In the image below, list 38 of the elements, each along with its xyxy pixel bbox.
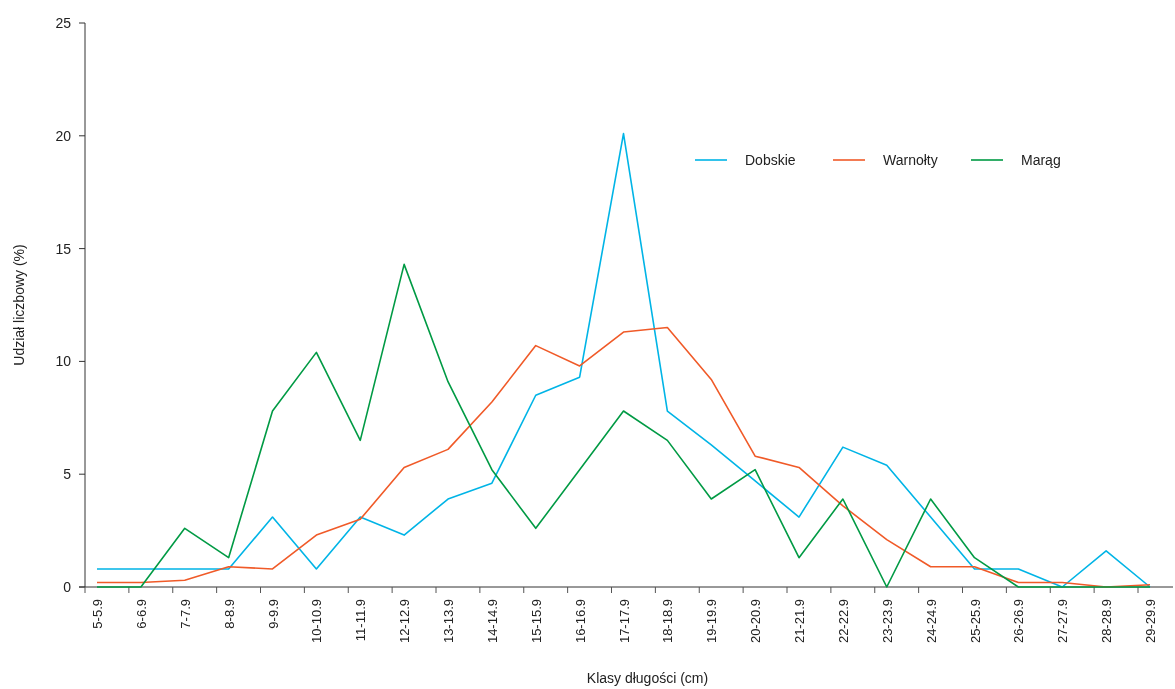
x-tick-label: 17-17.9: [616, 599, 632, 644]
x-tick-label: 27-27.9: [1055, 599, 1071, 644]
y-tick-label: 25: [55, 14, 72, 31]
y-axis-title: Udział liczbowy (%): [11, 244, 27, 366]
x-tick-label: 7-7.9: [177, 599, 193, 629]
y-tick-label: 15: [55, 240, 72, 257]
x-tick-label: 15-15.9: [528, 599, 544, 644]
y-tick-label: 5: [63, 466, 72, 483]
x-tick-label: 26-26.9: [1011, 599, 1027, 644]
x-tick-label: 16-16.9: [572, 599, 588, 644]
x-tick-label: 28-28.9: [1099, 599, 1115, 644]
x-tick-label: 10-10.9: [309, 599, 325, 644]
x-tick-label: 23-23.9: [879, 599, 895, 644]
y-tick-label: 0: [63, 578, 72, 595]
legend-label: Warnołty: [883, 151, 938, 168]
x-tick-label: 13-13.9: [441, 599, 456, 644]
x-tick-label: 14-14.9: [484, 599, 500, 644]
x-tick-label: 6-6.9: [133, 599, 149, 629]
y-tick-label: 10: [55, 353, 72, 370]
x-tick-label: 19-19.9: [704, 599, 720, 644]
legend-label: Marąg: [1021, 151, 1061, 168]
line-series: [96, 326, 1151, 588]
x-tick-label: 9-9.9: [265, 599, 281, 629]
line-series: [96, 263, 1151, 588]
x-tick-label: 25-25.9: [967, 599, 983, 644]
x-tick-label: 18-18.9: [660, 599, 676, 644]
x-tick-label: 8-8.9: [221, 599, 237, 629]
x-tick-label: 11-11.9: [353, 599, 369, 642]
x-tick-label: 24-24.9: [923, 599, 939, 644]
x-tick-label: 5-5.9: [90, 599, 105, 629]
x-axis-title: Klasy długości (cm): [586, 670, 709, 686]
y-tick-label: 20: [55, 127, 72, 144]
x-tick-label: 22-22.9: [835, 599, 851, 644]
x-tick-label: 12-12.9: [397, 599, 413, 644]
x-tick-label: 29-29.9: [1143, 599, 1158, 644]
x-tick-label: 21-21.9: [792, 599, 807, 644]
x-tick-label: 20-20.9: [748, 599, 764, 644]
legend-label: Dobskie: [745, 151, 796, 168]
